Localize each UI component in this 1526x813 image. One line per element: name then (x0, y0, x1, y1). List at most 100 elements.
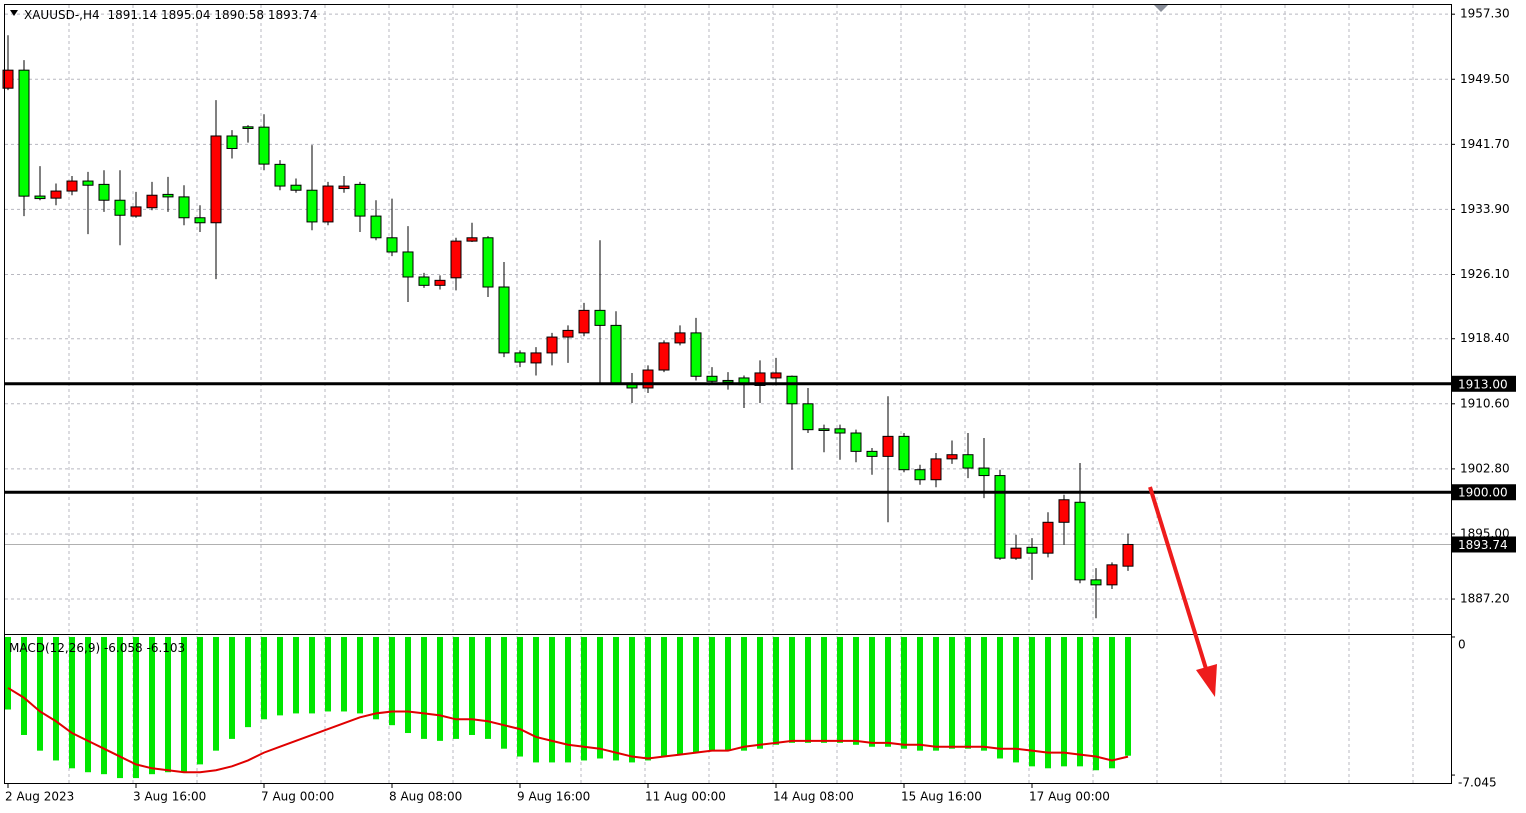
candle-body (418, 276, 430, 286)
macd-bar (949, 636, 955, 749)
macd-bar (789, 636, 795, 743)
candle-body (914, 469, 926, 481)
candle-body (322, 185, 334, 223)
candle-body (802, 403, 814, 431)
x-tick-label: 8 Aug 08:00 (389, 790, 462, 804)
macd-bar (837, 636, 843, 743)
candle-body (1122, 543, 1134, 567)
candle-body (354, 183, 366, 217)
x-tick-label: 14 Aug 08:00 (773, 790, 854, 804)
candle-body (66, 180, 78, 192)
x-tick-label: 9 Aug 16:00 (517, 790, 590, 804)
chart-header: XAUUSD-,H4 1891.14 1895.04 1890.58 1893.… (24, 8, 317, 22)
macd-bar (389, 636, 395, 726)
macd-bar (805, 636, 811, 743)
macd-bar (709, 636, 715, 751)
macd-bar (613, 636, 619, 761)
macd-bar (229, 636, 235, 739)
candle-body (754, 372, 766, 386)
candle-body (50, 190, 62, 199)
macd-bar (917, 636, 923, 751)
macd-bar (533, 636, 539, 763)
macd-bar (261, 636, 267, 720)
price-label: 1893.74 (1458, 538, 1508, 552)
candle-body (130, 206, 142, 217)
y-tick-label: 1926.10 (1460, 267, 1510, 281)
candle-body (946, 454, 958, 460)
macd-bar (53, 636, 59, 761)
macd-bar (469, 636, 475, 735)
macd-bar (421, 636, 427, 739)
macd-bar (37, 636, 43, 751)
candle-body (706, 375, 718, 382)
candle-body (146, 194, 158, 209)
macd-bar (597, 636, 603, 759)
macd-bar (277, 636, 283, 716)
macd-bar (517, 636, 523, 757)
macd-bar (293, 636, 299, 714)
signal-line (7, 687, 1129, 774)
y-tick-label: 1941.70 (1460, 137, 1510, 151)
candle-body (850, 432, 862, 452)
macd-bar (437, 636, 443, 741)
price-label: 1900.00 (1458, 486, 1508, 500)
candle-body (1106, 564, 1118, 586)
macd-bar (165, 636, 171, 773)
macd-bar (149, 636, 155, 775)
candle-body (242, 126, 254, 129)
arrow-head (1196, 664, 1217, 697)
candle-body (466, 237, 478, 242)
low-value: 1890.58 (214, 8, 264, 22)
candle-body (610, 324, 622, 384)
macd-bar (565, 636, 571, 763)
candle-body (114, 199, 126, 216)
macd-bar (1061, 636, 1067, 767)
candle-body (450, 240, 462, 279)
macd-bar (21, 636, 27, 735)
candle-body (258, 126, 270, 165)
symbol: XAUUSD-,H4 (24, 8, 100, 22)
macd-bar (693, 636, 699, 753)
candle-body (898, 435, 910, 471)
y-tick-label: 1949.50 (1460, 72, 1510, 86)
macd-bar (549, 636, 555, 763)
macd-bar (853, 636, 859, 745)
candle-body (498, 286, 510, 354)
macd-pane-frame (4, 634, 1452, 784)
macd-bar (981, 636, 987, 751)
candle-body (562, 329, 574, 338)
macd-header: MACD(12,26,9) -6.058 -6.103 (9, 641, 185, 655)
candle-body (994, 475, 1006, 559)
macd-bar (101, 636, 107, 775)
macd-bar (677, 636, 683, 755)
x-tick-label: 17 Aug 00:00 (1029, 790, 1110, 804)
macd-bar (1013, 636, 1019, 763)
candle-body (226, 135, 238, 150)
macd-bar (133, 636, 139, 779)
macd-bar (69, 636, 75, 769)
candle-body (194, 217, 206, 224)
y-tick-label: -7.045 (1458, 776, 1497, 790)
candle-body (722, 379, 734, 383)
macd-bar (325, 636, 331, 712)
macd-bar (1109, 636, 1115, 769)
candle-body (306, 189, 318, 223)
macd-bar (1125, 636, 1131, 756)
x-tick-label: 15 Aug 16:00 (901, 790, 982, 804)
candle-body (1042, 521, 1054, 554)
macd-bar (661, 636, 667, 757)
y-tick-label: 0 (1458, 637, 1466, 651)
macd-bar (1077, 636, 1083, 767)
macd-bar (501, 636, 507, 749)
candle-body (594, 309, 606, 326)
candle-body (578, 309, 590, 334)
price-label-box (1452, 484, 1516, 501)
candle-body (690, 332, 702, 377)
macd-bar (117, 636, 123, 779)
macd-bar (1045, 636, 1051, 769)
macd-bar (341, 636, 347, 712)
candle-body (546, 336, 558, 354)
macd-bar (773, 636, 779, 745)
macd-bar (309, 636, 315, 714)
